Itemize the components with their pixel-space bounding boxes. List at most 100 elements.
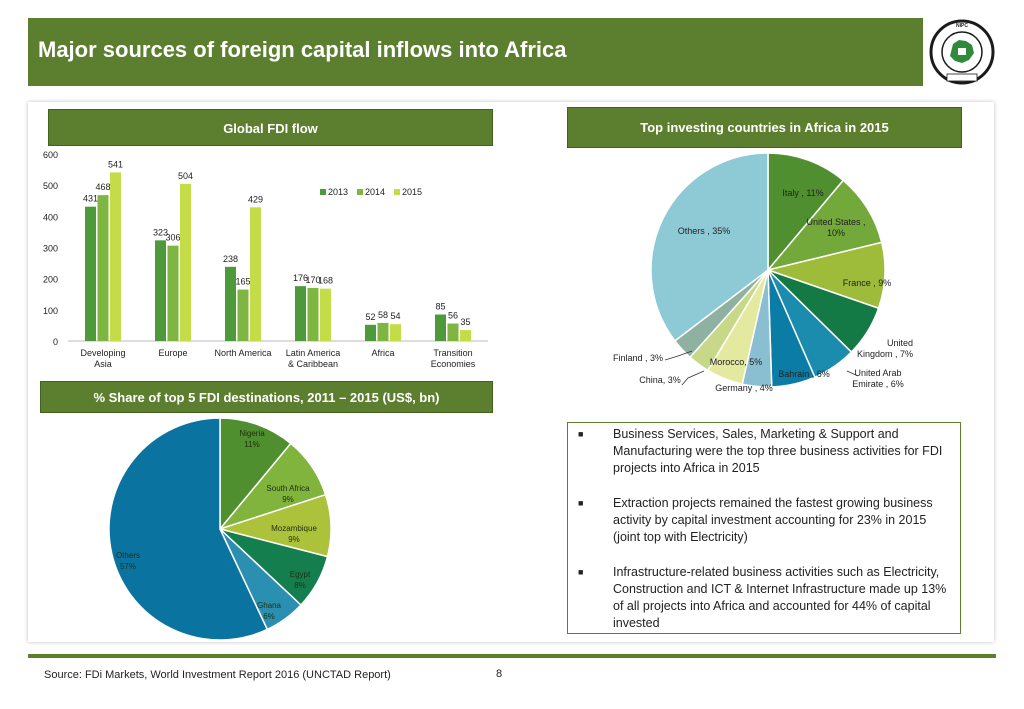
pie-slice-label: Kingdom , 7% [857, 349, 913, 359]
bar-value-label: 56 [448, 311, 458, 321]
bullet-icon: ■ [578, 567, 584, 577]
legend-label: 2014 [365, 187, 385, 197]
legend-label: 2013 [328, 187, 348, 197]
bar-2013 [365, 324, 376, 341]
pie-slice-label: United [887, 338, 913, 348]
svg-text:NIPC: NIPC [956, 23, 968, 29]
insight-text: Infrastructure-related business activiti… [613, 565, 947, 630]
legend-swatch [357, 189, 363, 195]
category-label: Transition [433, 348, 472, 358]
pie-slice [765, 179, 883, 272]
bar-value-label: 541 [108, 159, 123, 169]
category-label: Africa [371, 348, 394, 358]
bar-value-label: 306 [165, 233, 180, 243]
top-destinations-header: % Share of top 5 FDI destinations, 2011 … [40, 381, 493, 413]
pie-slice-label: China, 3% [639, 375, 681, 385]
bar-value-label: 58 [378, 310, 388, 320]
top-countries-header-text: Top investing countries in Africa in 201… [640, 120, 889, 135]
bar-2013 [85, 206, 96, 341]
bar-2015 [460, 330, 471, 341]
pie-slice-label: France , 9% [843, 278, 892, 288]
y-tick-label: 100 [43, 306, 58, 316]
pie-slice-label: Mozambique [271, 524, 317, 533]
bar-2013 [435, 314, 446, 341]
pie-slice [767, 152, 845, 273]
top-countries-pie-chart: Italy , 11% United States ,10% France , 9%… [613, 152, 913, 393]
pie-slice-label: United Arab [854, 368, 901, 378]
bar-2014 [237, 289, 249, 341]
pie-slice-label: 9% [282, 495, 294, 504]
category-label: Economies [431, 359, 476, 369]
y-tick-label: 400 [43, 212, 58, 222]
pie-slice-label: 9% [288, 535, 300, 544]
top-destinations-pie-chart: Nigeria 11% South Africa 9% Mozambique 9% Egyp… [108, 417, 332, 641]
bar-2015 [110, 172, 121, 341]
bullet-icon: ■ [578, 429, 584, 439]
pie-slice-label: Others [116, 551, 140, 560]
bar-value-label: 468 [95, 182, 110, 192]
leader-line [846, 370, 859, 377]
bar-value-label: 176 [293, 273, 308, 283]
pie-slice-label: Finland , 3% [613, 353, 663, 363]
category-label: Developing [80, 348, 125, 358]
source-note: Source: FDi Markets, World Investment Re… [44, 669, 391, 681]
bar-2013 [225, 266, 236, 341]
bar-value-label: 238 [223, 254, 238, 264]
y-tick-label: 0 [53, 337, 58, 347]
bar-2015 [180, 183, 191, 341]
pie-slice-label: 10% [827, 228, 845, 238]
pie-slice-label: 6% [263, 612, 275, 621]
legend-label: 2015 [402, 187, 422, 197]
bullet-icon: ■ [578, 498, 584, 508]
bar-2015 [390, 324, 401, 341]
bar-2014 [307, 288, 319, 341]
y-tick-label: 200 [43, 275, 58, 285]
pie-slice-label: 8% [294, 581, 306, 590]
bar-2013 [155, 240, 166, 341]
bar-value-label: 429 [248, 194, 263, 204]
insights-box: ■ Business Services, Sales, Marketing & … [567, 422, 961, 634]
global-fdi-header: Global FDI flow [48, 109, 493, 146]
bar-2014 [97, 195, 109, 341]
bar-value-label: 170 [305, 275, 320, 285]
top-countries-header: Top investing countries in Africa in 201… [567, 107, 962, 148]
pie-slice-label: Nigeria [239, 429, 265, 438]
pie-slice [108, 417, 269, 641]
category-label: Europe [158, 348, 187, 358]
global-fdi-header-text: Global FDI flow [223, 121, 318, 136]
bar-value-label: 52 [365, 312, 375, 322]
pie-slice-label: Ghana [257, 601, 282, 610]
category-label: North America [214, 348, 271, 358]
y-tick-label: 600 [43, 150, 58, 160]
bar-2015 [250, 207, 261, 341]
insight-text: Business Services, Sales, Marketing & Su… [613, 427, 943, 475]
pie-slice-label: South Africa [266, 484, 310, 493]
pie-slice-label: 57% [120, 562, 136, 571]
page-title: Major sources of foreign capital inflows… [38, 37, 567, 62]
category-label: Latin America [286, 348, 341, 358]
category-label: Asia [94, 359, 112, 369]
bar-value-label: 35 [460, 317, 470, 327]
pie-slice-label: Others , 35% [678, 226, 731, 236]
bar-value-label: 431 [83, 194, 98, 204]
bar-2015 [320, 288, 331, 341]
leader-line [664, 350, 693, 361]
pie-slice-label: Bahrain , 6% [778, 369, 830, 379]
bar-value-label: 504 [178, 171, 193, 181]
leader-line [681, 370, 705, 386]
footer-divider [28, 654, 996, 658]
top-destinations-header-text: % Share of top 5 FDI destinations, 2011 … [93, 390, 440, 405]
bar-2014 [167, 245, 179, 341]
legend-swatch [394, 189, 400, 195]
title-bar: Major sources of foreign capital inflows… [28, 18, 923, 86]
pie-slice-label: United States , [806, 217, 865, 227]
bar-value-label: 168 [318, 276, 333, 286]
page-number: 8 [496, 668, 503, 680]
y-tick-label: 500 [43, 181, 58, 191]
pie-slice-label: 11% [244, 440, 259, 449]
pie-slice-label: Egypt [290, 570, 311, 579]
nipc-logo: NIPC [929, 19, 995, 85]
insight-text: Extraction projects remained the fastest… [613, 496, 933, 544]
bar-2013 [295, 286, 306, 341]
